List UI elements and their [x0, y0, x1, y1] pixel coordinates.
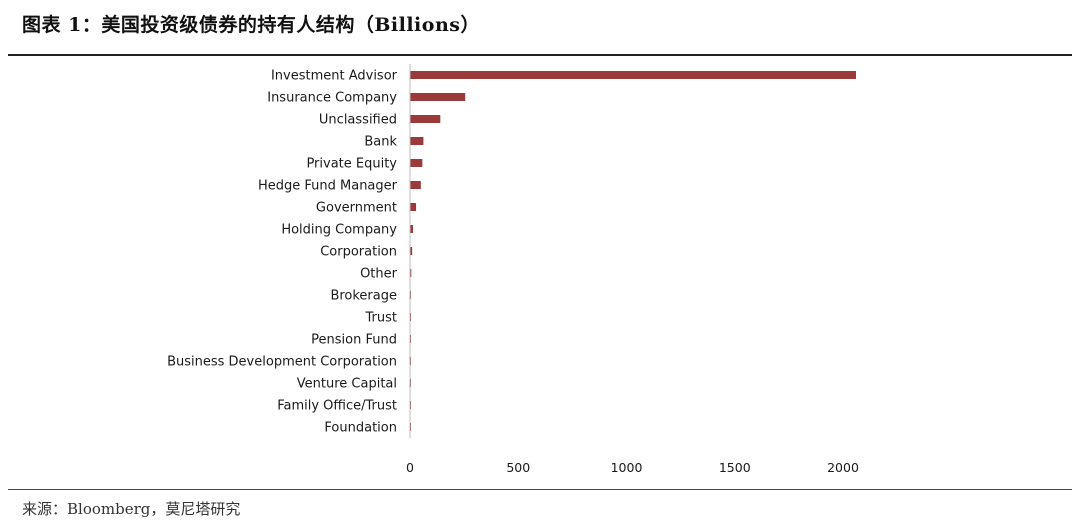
category-label: Corporation	[320, 245, 397, 260]
category-label: Business Development Corporation	[167, 355, 397, 370]
bar	[410, 159, 423, 167]
bar	[410, 225, 414, 233]
x-tick-label: 500	[506, 460, 530, 475]
bottom-rule	[8, 489, 1072, 490]
x-tick-labels: 0 500 1000 1500 2000	[406, 460, 859, 475]
category-label: Brokerage	[330, 289, 397, 304]
category-label: Foundation	[324, 421, 397, 436]
bars	[410, 71, 856, 431]
bar	[410, 93, 466, 101]
category-label: Hedge Fund Manager	[258, 179, 398, 194]
category-label: Bank	[364, 135, 397, 150]
x-tick-label: 1000	[611, 460, 643, 475]
category-label: Holding Company	[281, 223, 397, 238]
x-tick-label: 0	[406, 460, 414, 475]
bar-chart: Investment Advisor Insurance Company Uncla…	[167, 64, 859, 475]
figure-title: 图表 1：美国投资级债券的持有人结构（Billions）	[22, 14, 480, 36]
category-label: Family Office/Trust	[277, 399, 397, 414]
category-label: Venture Capital	[297, 377, 397, 392]
category-label: Private Equity	[306, 157, 397, 172]
x-tick-label: 1500	[719, 460, 751, 475]
bar	[410, 247, 413, 255]
category-labels: Investment Advisor Insurance Company Uncla…	[167, 69, 398, 436]
bar	[410, 115, 441, 123]
category-label: Unclassified	[319, 113, 397, 128]
category-label: Pension Fund	[311, 333, 397, 348]
source-note: 来源：Bloomberg，莫尼塔研究	[22, 500, 241, 518]
bar	[410, 203, 417, 211]
category-label: Government	[316, 201, 397, 216]
bar	[410, 71, 856, 79]
category-label: Insurance Company	[267, 91, 397, 106]
x-tick-label: 2000	[827, 460, 859, 475]
bar	[410, 269, 412, 277]
top-rule	[8, 54, 1072, 56]
bar	[410, 181, 421, 189]
category-label: Other	[360, 267, 398, 282]
category-label: Investment Advisor	[271, 69, 398, 84]
category-label: Trust	[365, 311, 397, 326]
bar	[410, 137, 424, 145]
